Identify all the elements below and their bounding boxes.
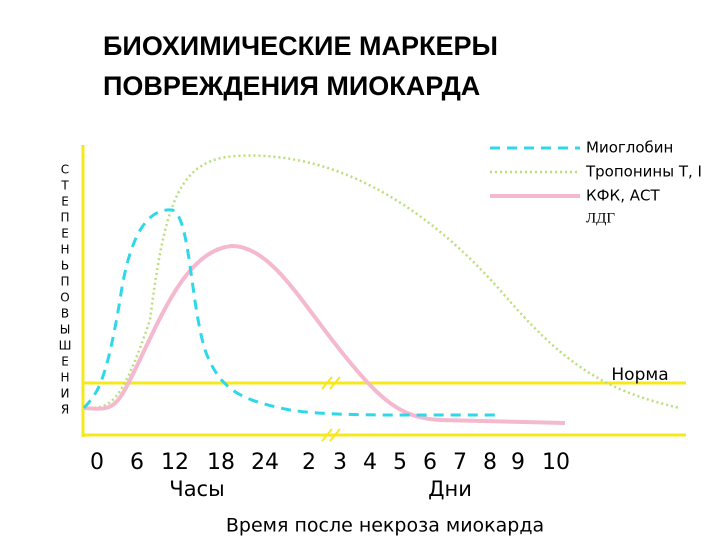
x-tick-label: 6 — [423, 450, 437, 475]
legend-label: Миоглобин — [586, 139, 673, 157]
y-axis-letter: Н — [60, 371, 69, 385]
x-axis-title: Время после некроза миокарда — [226, 515, 544, 537]
x-unit-label: Часы — [169, 477, 224, 501]
y-axis-letter: Е — [61, 227, 69, 241]
x-tick-label: 24 — [251, 450, 279, 475]
ck-curve — [83, 243, 566, 425]
y-axis-letter: П — [60, 211, 69, 225]
y-axis-letter: С — [61, 163, 69, 177]
y-axis-letter: Н — [60, 243, 69, 257]
x-tick-label: 10 — [542, 450, 570, 475]
x-ticks: 0 6 12 18 24 2 3 4 5 6 7 8 9 10 — [90, 450, 570, 475]
troponin-curve — [83, 154, 681, 410]
x-tick-label: 9 — [511, 450, 525, 475]
x-tick-label: 2 — [302, 450, 316, 475]
x-tick-label: 7 — [453, 450, 467, 475]
legend-label: КФК, АСТ — [586, 187, 660, 205]
x-tick-label: 0 — [90, 450, 104, 475]
x-tick-label: 3 — [333, 450, 347, 475]
title-line: БИОХИМИЧЕСКИЕ МАРКЕРЫ — [103, 31, 498, 61]
x-tick-label: 18 — [207, 450, 235, 475]
x-tick-label: 4 — [363, 450, 377, 475]
x-tick-label: 12 — [161, 450, 189, 475]
y-axis-letter: Ь — [61, 259, 69, 273]
y-axis-letter: Я — [61, 403, 69, 417]
y-axis-letter: П — [60, 275, 69, 289]
norm-label: Норма — [611, 365, 668, 385]
y-axis-letter: И — [61, 387, 70, 401]
x-unit-label: Дни — [428, 477, 472, 501]
y-axis-letter: Ы — [60, 323, 71, 337]
y-axis-letter: В — [61, 307, 69, 321]
y-axis-letter: Т — [60, 179, 69, 193]
x-tick-label: 8 — [483, 450, 497, 475]
x-tick-label: 5 — [393, 450, 407, 475]
axis-break — [321, 376, 341, 442]
title-line: ПОВРЕЖДЕНИЯ МИОКАРДА — [103, 71, 480, 101]
legend-label: ЛДГ — [586, 210, 615, 226]
y-axis-letter: Ш — [59, 339, 72, 353]
x-tick-label: 6 — [130, 450, 144, 475]
legend-label: Тропонины Т, I — [585, 163, 702, 181]
y-axis-letter: Е — [61, 355, 69, 369]
y-axis-letter: О — [60, 291, 69, 305]
myoglobin-curve — [82, 208, 501, 417]
y-axis-letter: Е — [61, 195, 69, 209]
